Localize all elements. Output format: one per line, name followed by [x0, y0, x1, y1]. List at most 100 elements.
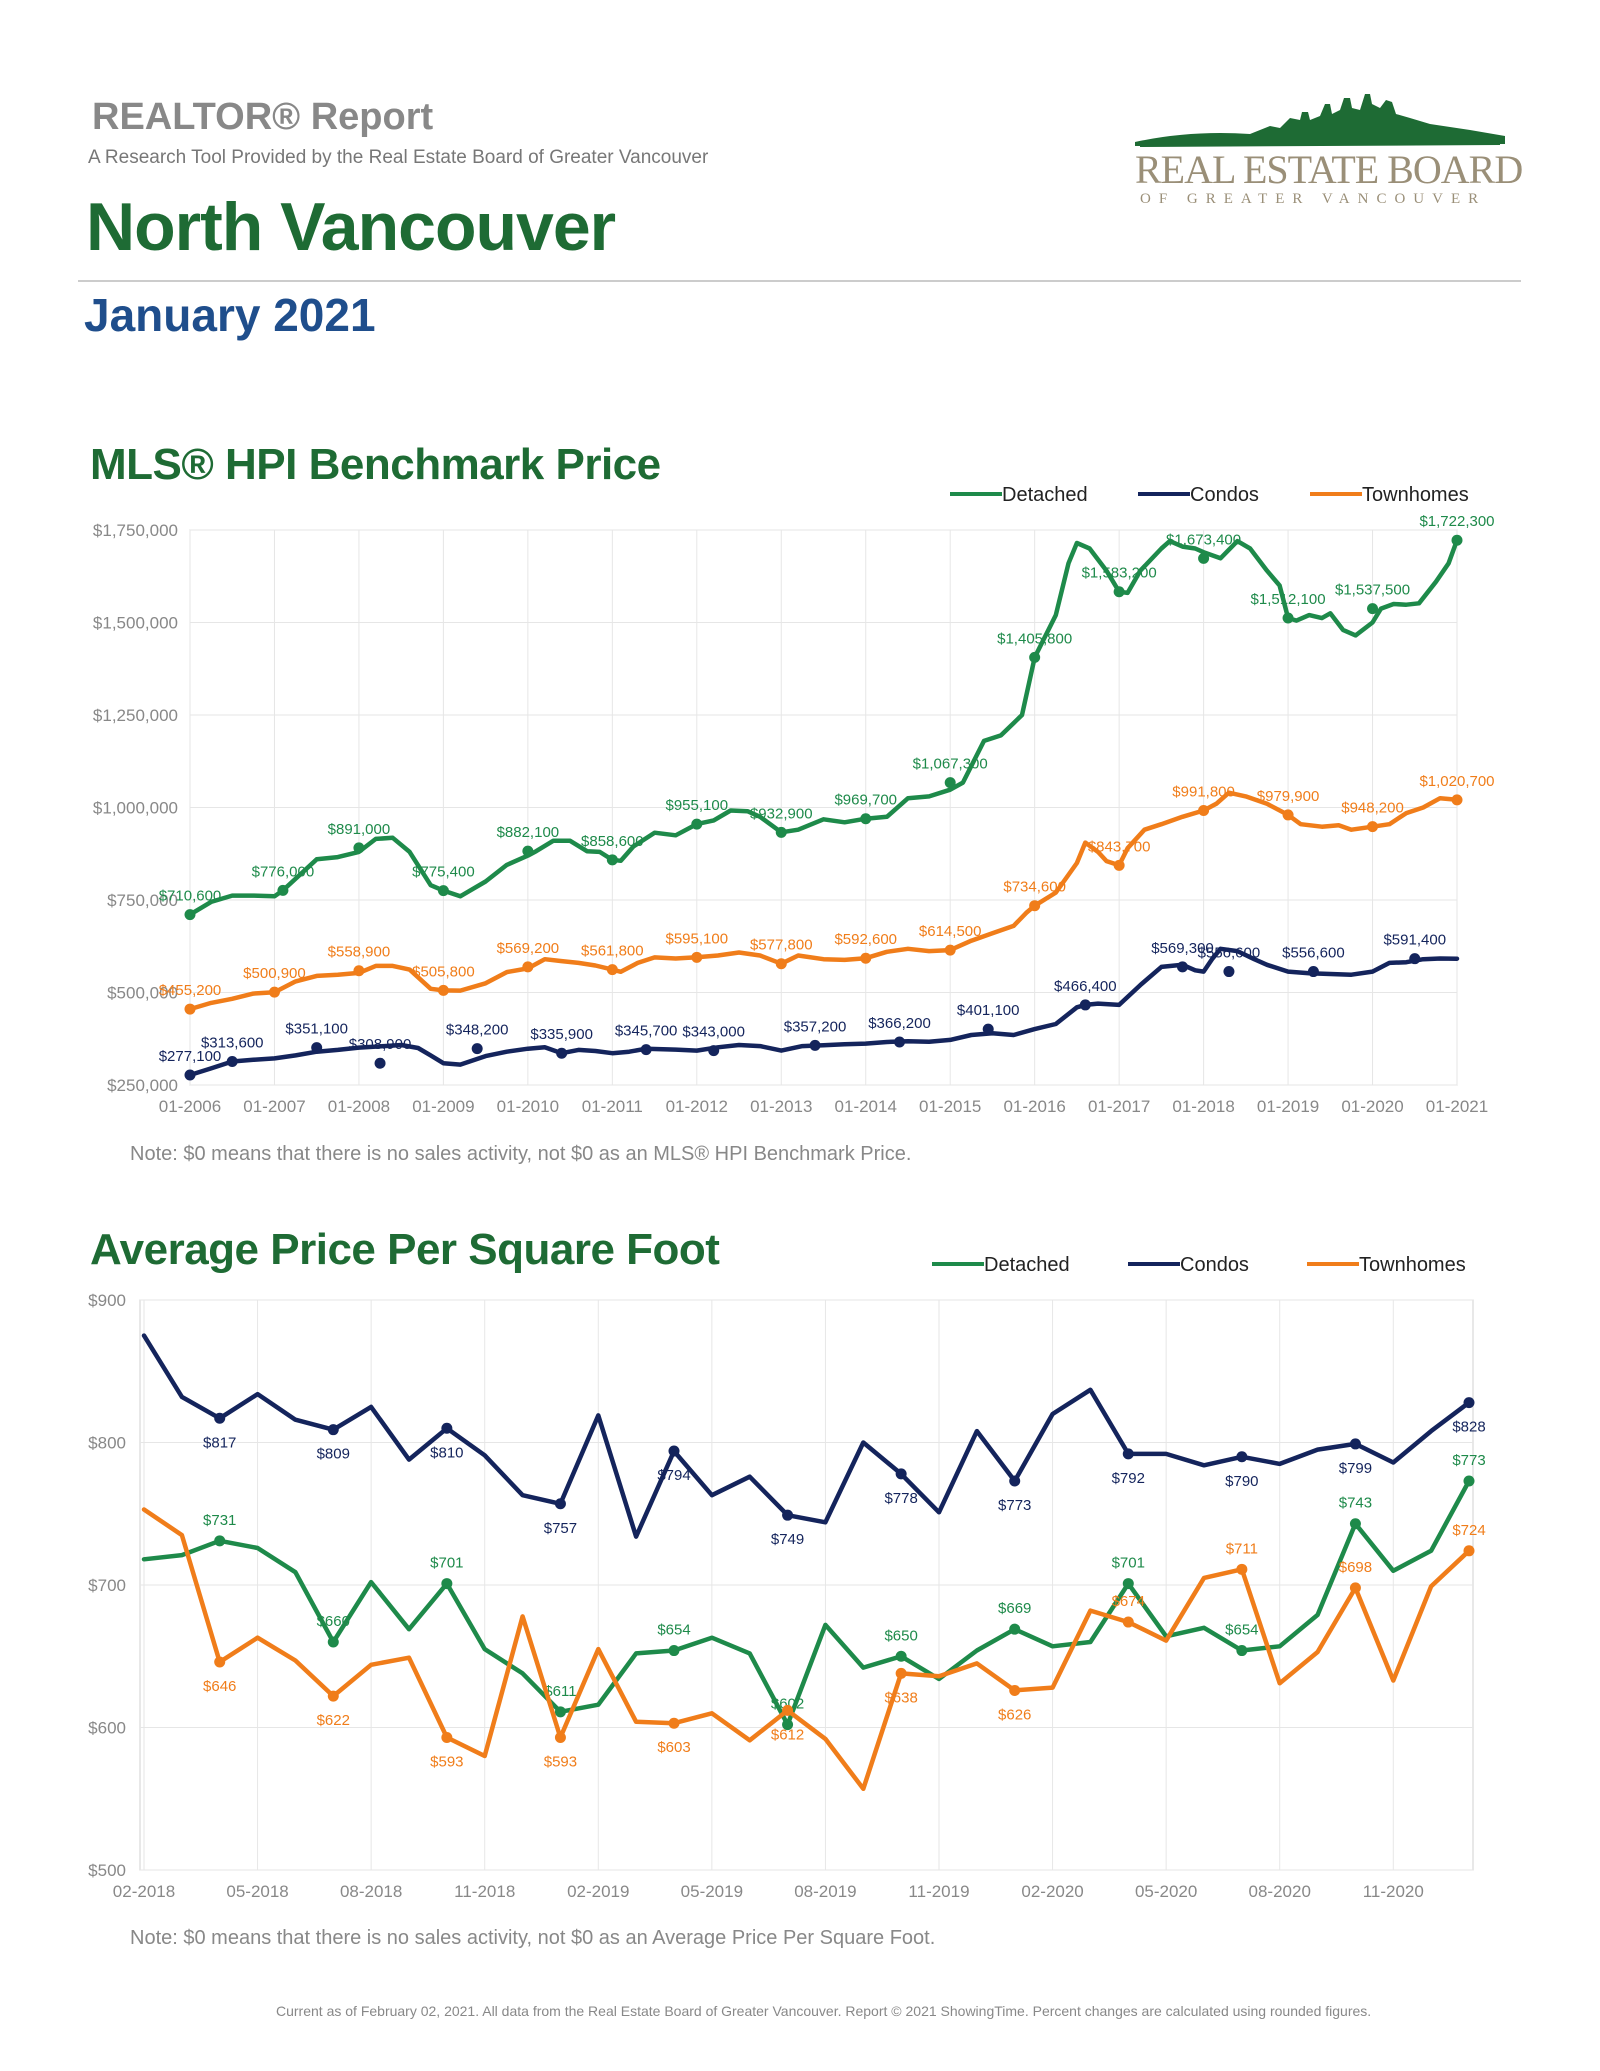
data-label-condos: $569,300	[1151, 940, 1214, 957]
data-label-townhomes: $711	[1226, 1540, 1258, 1557]
data-label-townhomes: $622	[317, 1712, 350, 1729]
x-tick-label: 01-2010	[497, 1097, 559, 1116]
y-tick-label: $250,000	[107, 1076, 178, 1095]
data-point-detached	[353, 842, 365, 854]
data-point-detached	[1122, 1578, 1134, 1590]
data-label-townhomes: $614,500	[919, 923, 982, 940]
data-label-condos: $348,200	[446, 1022, 509, 1039]
data-point-detached	[1367, 603, 1379, 615]
data-label-townhomes: $612	[771, 1726, 804, 1743]
y-tick-label: $500,000	[107, 984, 178, 1003]
data-label-condos: $366,200	[868, 1015, 931, 1032]
data-label-detached: $660	[317, 1613, 350, 1630]
x-tick-label: 08-2018	[340, 1882, 402, 1900]
data-label-detached: $932,900	[750, 805, 813, 822]
data-point-detached	[441, 1578, 453, 1590]
data-point-detached	[860, 813, 872, 825]
data-label-detached: $776,000	[252, 863, 315, 880]
data-label-detached: $650	[884, 1627, 917, 1644]
legend-label-detached: Detached	[1002, 484, 1088, 506]
data-point-detached	[327, 1636, 339, 1648]
data-point-condos	[1009, 1475, 1021, 1487]
data-label-detached: $611	[544, 1683, 576, 1700]
data-label-detached: $1,067,300	[913, 756, 988, 773]
hpi-chart-heading: MLS® HPI Benchmark Price	[90, 440, 661, 489]
data-label-townhomes: $724	[1452, 1522, 1485, 1539]
data-point-condos	[471, 1043, 483, 1055]
data-point-townhomes	[1122, 1616, 1134, 1628]
data-point-townhomes	[606, 964, 618, 976]
data-label-condos: $308,900	[349, 1036, 412, 1053]
data-label-detached: $858,600	[581, 833, 644, 850]
data-point-townhomes	[1198, 805, 1210, 817]
data-point-townhomes	[353, 965, 365, 977]
y-tick-label: $900	[88, 1291, 126, 1310]
x-tick-label: 01-2011	[582, 1097, 643, 1116]
data-label-condos: $343,000	[682, 1024, 745, 1041]
x-tick-label: 01-2009	[412, 1097, 474, 1116]
data-label-condos: $817	[203, 1434, 236, 1451]
data-label-detached: $701	[1112, 1555, 1145, 1572]
y-tick-label: $1,500,000	[93, 614, 178, 633]
y-tick-label: $600	[88, 1719, 126, 1738]
data-label-townhomes: $1,020,700	[1419, 773, 1494, 790]
x-tick-label: 01-2017	[1088, 1097, 1150, 1116]
data-label-townhomes: $593	[430, 1753, 463, 1770]
x-tick-label: 08-2020	[1249, 1882, 1311, 1900]
data-label-condos: $556,600	[1282, 945, 1345, 962]
data-point-detached	[184, 909, 196, 921]
data-label-townhomes: $577,800	[750, 937, 813, 954]
data-point-townhomes	[441, 1731, 453, 1743]
data-label-townhomes: $979,900	[1257, 788, 1320, 805]
data-label-condos: $466,400	[1054, 978, 1117, 995]
x-tick-label: 01-2012	[666, 1097, 728, 1116]
data-label-townhomes: $569,200	[497, 940, 560, 957]
legend-label-townhomes: Townhomes	[1359, 1254, 1466, 1276]
data-point-townhomes	[327, 1690, 339, 1702]
data-label-townhomes: $603	[657, 1739, 690, 1756]
x-tick-label: 05-2020	[1135, 1882, 1197, 1900]
data-point-condos	[982, 1023, 994, 1035]
data-point-condos	[1122, 1448, 1134, 1460]
data-label-detached: $701	[430, 1555, 463, 1572]
ppsf-chart-heading: Average Price Per Square Foot	[90, 1225, 720, 1274]
data-label-townhomes: $638	[884, 1689, 917, 1706]
x-tick-label: 01-2020	[1341, 1097, 1403, 1116]
data-label-townhomes: $843,700	[1088, 838, 1151, 855]
data-point-townhomes	[1009, 1684, 1021, 1696]
data-point-condos	[556, 1047, 568, 1059]
data-label-condos: $313,600	[201, 1034, 264, 1051]
data-label-detached: $743	[1339, 1495, 1372, 1512]
data-point-detached	[944, 777, 956, 789]
data-point-condos	[554, 1498, 566, 1510]
footer-disclaimer: Current as of February 02, 2021. All dat…	[276, 2003, 1372, 2019]
data-label-condos: $556,600	[1198, 945, 1261, 962]
data-label-townhomes: $646	[203, 1678, 236, 1695]
data-point-detached	[437, 885, 449, 897]
series-line-townhomes	[141, 1507, 1472, 1792]
data-point-townhomes	[691, 951, 703, 963]
data-point-townhomes	[437, 984, 449, 996]
y-tick-label: $800	[88, 1434, 126, 1453]
legend-label-condos: Condos	[1190, 484, 1259, 506]
data-point-condos	[895, 1468, 907, 1480]
x-tick-label: 02-2020	[1021, 1882, 1083, 1900]
data-point-detached	[1282, 612, 1294, 624]
data-point-detached	[691, 818, 703, 830]
logo-subtext: OF GREATER VANCOUVER	[1140, 191, 1487, 207]
data-label-condos: $749	[771, 1531, 804, 1548]
data-label-condos: $591,400	[1383, 932, 1446, 949]
data-point-townhomes	[775, 958, 787, 970]
y-tick-label: $500	[88, 1861, 126, 1880]
data-point-townhomes	[944, 944, 956, 956]
series-line-detached	[141, 1478, 1472, 1727]
data-point-townhomes	[1367, 821, 1379, 833]
data-point-townhomes	[668, 1717, 680, 1729]
data-point-condos	[214, 1412, 226, 1424]
data-point-condos	[184, 1069, 196, 1081]
series-line-condos	[141, 1333, 1472, 1539]
data-point-townhomes	[782, 1704, 794, 1716]
data-point-condos	[1463, 1397, 1475, 1409]
x-tick-label: 01-2015	[919, 1097, 981, 1116]
x-tick-label: 02-2019	[567, 1882, 629, 1900]
